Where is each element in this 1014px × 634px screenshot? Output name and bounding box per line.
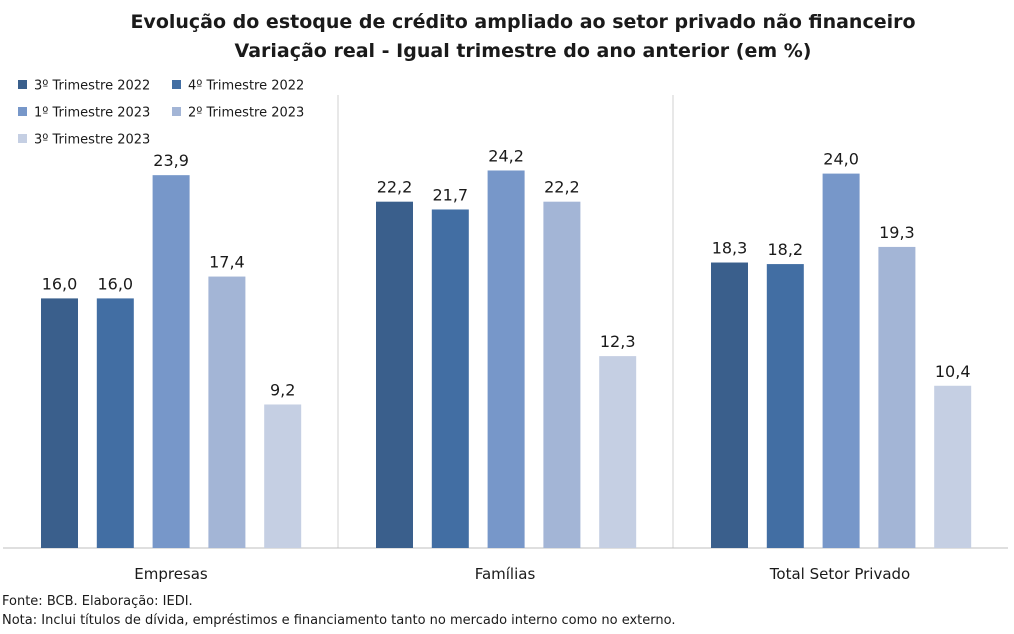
legend: 3º Trimestre 2022 4º Trimestre 2022 1º Tri…	[18, 79, 304, 148]
bar	[766, 264, 804, 548]
bar-value-label: 19,3	[879, 223, 915, 242]
legend-swatch	[18, 134, 27, 143]
legend-swatch	[18, 107, 27, 116]
bar-value-label: 22,2	[544, 178, 580, 197]
bar	[934, 385, 972, 548]
value-labels: 16,0 22,2 18,3 16,0 21,7 18,2 23,9 24,2 24,0 17,4…	[42, 146, 971, 399]
bar-value-label: 22,2	[377, 178, 413, 197]
legend-label: 2º Trimestre 2023	[188, 106, 304, 121]
legend-label: 3º Trimestre 2023	[34, 133, 150, 148]
legend-swatch	[172, 107, 181, 116]
bar-value-label: 24,2	[488, 146, 524, 165]
bar-value-label: 12,3	[600, 332, 636, 351]
bar	[376, 201, 413, 548]
bar	[431, 209, 469, 549]
bar-value-label: 16,0	[42, 274, 78, 293]
bar	[599, 356, 637, 548]
category-label: Empresas	[134, 565, 208, 583]
legend-label: 3º Trimestre 2022	[34, 79, 150, 94]
legend-swatch	[18, 80, 27, 89]
legend-item: 4º Trimestre 2022	[172, 79, 304, 94]
bar-value-label: 9,2	[270, 380, 295, 399]
panel-dividers	[337, 95, 674, 548]
bar-value-label: 16,0	[97, 274, 133, 293]
bar	[711, 262, 748, 548]
bar-value-label: 23,9	[153, 151, 189, 170]
legend-item: 1º Trimestre 2023	[18, 106, 150, 121]
bar-value-label: 24,0	[823, 150, 859, 169]
legend-label: 4º Trimestre 2022	[188, 79, 304, 94]
bar-value-label: 17,4	[209, 253, 245, 272]
category-labels: Empresas Famílias Total Setor Privado	[134, 565, 910, 583]
category-label: Famílias	[475, 565, 536, 583]
legend-item: 3º Trimestre 2022	[18, 79, 150, 94]
chart-subtitle: Variação real - Igual trimestre do ano a…	[235, 40, 812, 62]
source-note: Fonte: BCB. Elaboração: IEDI.	[2, 594, 193, 609]
bar	[822, 173, 860, 548]
footnote: Nota: Inclui títulos de dívida, emprésti…	[2, 613, 676, 628]
bar	[487, 170, 525, 549]
bar-value-label: 18,3	[712, 239, 748, 258]
legend-item: 2º Trimestre 2023	[172, 106, 304, 121]
chart: Evolução do estoque de crédito ampliado …	[3, 11, 1008, 583]
bar	[543, 201, 581, 548]
bar	[264, 404, 302, 548]
bar	[96, 298, 134, 548]
legend-swatch	[172, 80, 181, 89]
bar	[41, 298, 78, 548]
legend-label: 1º Trimestre 2023	[34, 106, 150, 121]
bars	[41, 170, 972, 549]
bar	[878, 246, 916, 549]
legend-item: 3º Trimestre 2023	[18, 133, 150, 148]
bar-value-label: 18,2	[767, 240, 803, 259]
bar-value-label: 21,7	[432, 185, 468, 204]
bar	[208, 276, 246, 548]
category-label: Total Setor Privado	[769, 565, 910, 583]
bar	[152, 175, 190, 548]
chart-title: Evolução do estoque de crédito ampliado …	[130, 11, 915, 33]
bar-value-label: 10,4	[935, 362, 971, 381]
